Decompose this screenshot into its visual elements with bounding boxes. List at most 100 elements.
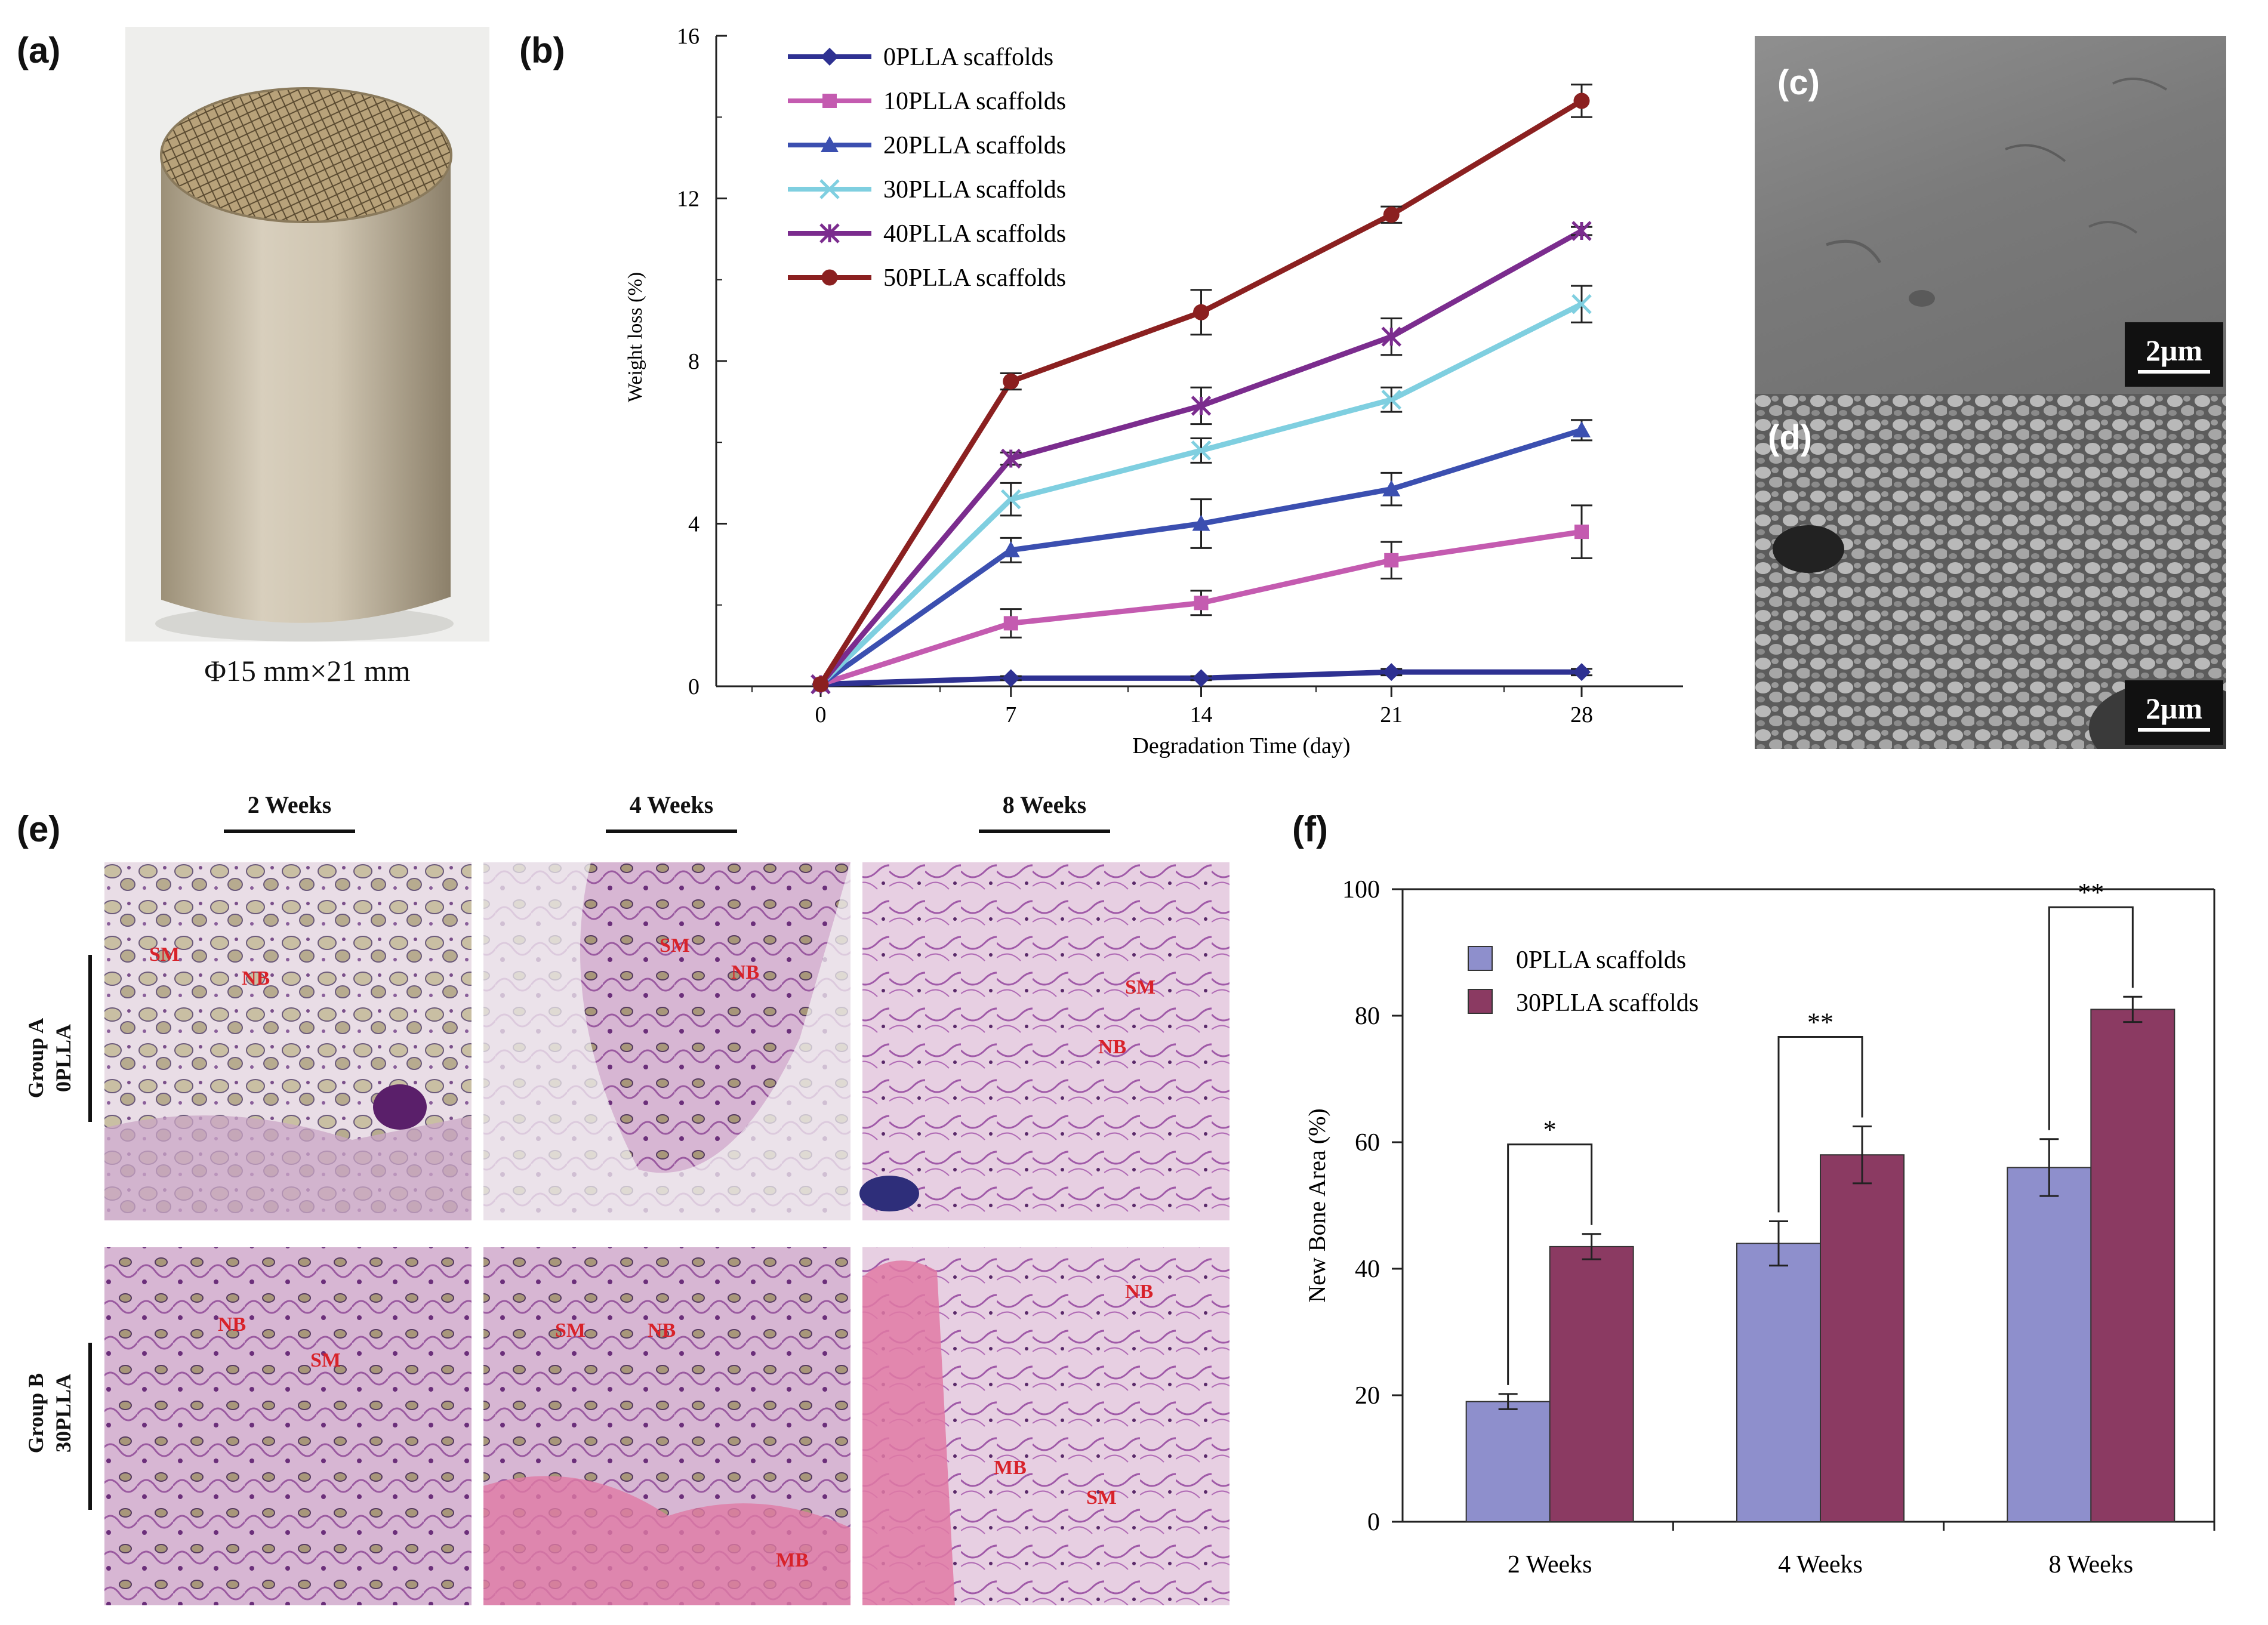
legend-swatch [1468, 946, 1493, 971]
y-tick-label: 60 [1355, 1129, 1380, 1157]
y-tick-label: 100 [1342, 876, 1380, 904]
column-header-rule-4-weeks [606, 830, 737, 833]
scaffold-cylinder-illustration [125, 27, 489, 642]
data-point [819, 179, 840, 199]
y-tick-label: 16 [677, 24, 699, 49]
bar [1549, 1245, 1634, 1523]
scaffold-photo [125, 27, 489, 642]
significance-bracket [1777, 1036, 1863, 1213]
data-point [1193, 304, 1209, 320]
series [812, 84, 1592, 693]
data-point [1384, 553, 1399, 568]
legend-label: 50PLLA scaffolds [883, 264, 1066, 292]
row-label-group-a-line2: 0PLLA [51, 1024, 75, 1093]
panel-label-f: (f) [1292, 809, 1328, 849]
legend-label: 30PLLA scaffolds [883, 176, 1066, 203]
y-tick-label: 80 [1355, 1003, 1380, 1030]
data-point [1571, 221, 1592, 241]
data-point [812, 676, 829, 693]
row-label-group-b: Group B 30PLLA [22, 1345, 79, 1482]
data-point [1191, 396, 1212, 416]
scaffold-dimension-caption: Φ15 mm×21 mm [204, 654, 411, 687]
data-point [821, 136, 839, 152]
legend-swatch [1468, 989, 1493, 1014]
panel-label-b: (b) [519, 30, 565, 70]
annotation-mb: MB [994, 1457, 1027, 1479]
histology-grid: SM NB SM NB SM NB NB SM SM NB MB NB MB S… [104, 862, 1229, 1605]
legend-label: 0PLLA scaffolds [883, 44, 1053, 71]
y-tick-label: 20 [1355, 1382, 1380, 1410]
data-point [822, 94, 837, 108]
x-tick-label: 0 [815, 702, 827, 727]
annotation-sm: SM [310, 1349, 341, 1371]
x-tick-label: 4 Weeks [1778, 1551, 1863, 1578]
annotation-sm: SM [660, 935, 690, 957]
annotation-nb: NB [731, 961, 759, 983]
significance-marker: ** [2078, 878, 2104, 907]
histology-tile-a-2w-dark-cluster [373, 1084, 427, 1130]
data-point [1003, 373, 1019, 390]
data-point [1381, 326, 1402, 347]
annotation-nb: NB [648, 1319, 676, 1342]
y-tick-label: 12 [677, 187, 699, 212]
data-point [1573, 92, 1590, 109]
legend-label: 0PLLA scaffolds [1516, 946, 1686, 974]
new-bone-area-chart: 0 20 40 60 80 100 New Bone Area (%) 2 Weeks * 4 W… [1304, 876, 2215, 1578]
x-tick-label: 7 [1005, 702, 1016, 727]
column-header-2-weeks: 2 Weeks [247, 791, 332, 818]
series [812, 663, 1592, 693]
histology-tile-a-8w-dark-spot [859, 1176, 919, 1211]
row-rule-group-b [88, 1343, 92, 1510]
scalebar-d-text: 2μm [2146, 692, 2202, 725]
bar [2007, 1167, 2092, 1522]
weight-loss-chart: 0 4 8 12 16 0 7 14 21 28 Degradation Time (day) Wei… [624, 24, 1683, 758]
series [813, 504, 1592, 692]
x-axis-title: Degradation Time (day) [1132, 733, 1350, 758]
data-point [1383, 206, 1400, 223]
significance-bracket [2048, 906, 2134, 1130]
x-tick-label: 21 [1380, 702, 1403, 727]
panel-label-d: (d) [1768, 418, 1813, 457]
data-point [1192, 514, 1210, 531]
panel-label-c: (c) [1777, 63, 1820, 102]
data-point [821, 48, 839, 66]
significance-bracket [1507, 1143, 1593, 1385]
panel-label-e: (e) [17, 809, 61, 849]
y-axis-title: New Bone Area (%) [1304, 1108, 1330, 1302]
data-point [1382, 663, 1401, 682]
data-point [1571, 294, 1592, 314]
data-point [1573, 421, 1591, 437]
data-point [821, 269, 838, 286]
bar [1736, 1242, 1821, 1522]
data-point [1194, 596, 1209, 610]
annotation-nb: NB [1125, 1281, 1153, 1303]
legend-label: 30PLLA scaffolds [1516, 989, 1699, 1017]
bar [2090, 1009, 2175, 1522]
column-header-rule-8-weeks [979, 830, 1110, 833]
legend-label: 20PLLA scaffolds [883, 132, 1066, 159]
histology-tile-b-4w-mature-bone [483, 1476, 850, 1605]
data-point [1381, 389, 1402, 410]
data-point [1192, 669, 1210, 687]
data-point [1002, 541, 1020, 557]
annotation-nb: NB [242, 967, 270, 989]
histology-tile-b-2w [104, 1247, 472, 1605]
column-header-8-weeks: 8 Weeks [1002, 791, 1087, 818]
data-point [1573, 663, 1591, 682]
x-tick-label: 2 Weeks [1508, 1551, 1592, 1578]
series [811, 221, 1592, 695]
series-line [818, 301, 1583, 686]
data-point [1002, 669, 1020, 687]
scalebar-c-text: 2μm [2146, 334, 2202, 367]
significance-marker: * [1543, 1115, 1557, 1145]
histology-tile-b-8w-mature-bone [862, 1260, 955, 1605]
annotation-nb: NB [218, 1313, 246, 1336]
row-label-group-a: Group A 0PLLA [22, 989, 79, 1127]
data-point [819, 223, 840, 243]
sem-surface-texture-c [1826, 78, 2168, 307]
row-label-group-b-line2: 30PLLA [51, 1374, 75, 1453]
series [812, 419, 1592, 692]
scalebar-d-line [2138, 728, 2210, 732]
sem-image-d: (d) 2μm [1755, 394, 2226, 749]
histology-tile-a-8w [862, 862, 1229, 1220]
